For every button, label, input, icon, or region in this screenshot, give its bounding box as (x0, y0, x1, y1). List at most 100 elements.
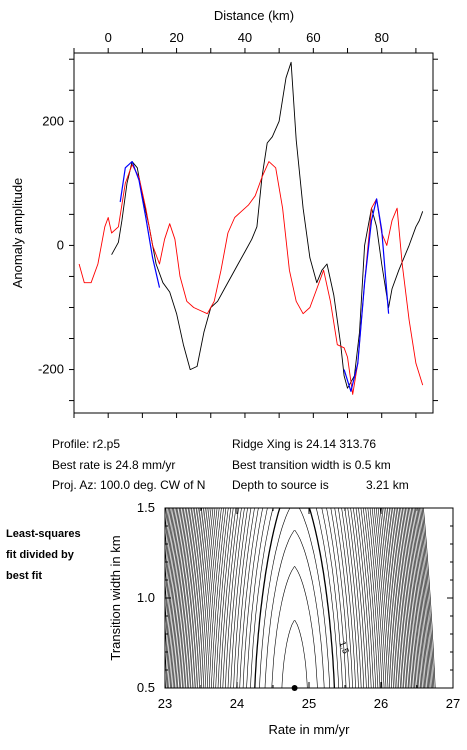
contour-line (180, 508, 409, 688)
depth-to-source-label: Depth to source is (232, 478, 329, 492)
ridge-crossing-info: Ridge Xing is 24.14 313.76 (232, 437, 377, 451)
contour-line (225, 508, 365, 688)
profile-y-axis-label: Anomaly amplitude (10, 178, 25, 289)
contour-line (233, 508, 356, 688)
best-rate-info: Best rate is 24.8 mm/yr (52, 458, 176, 472)
contour-line (204, 508, 385, 688)
contour-x-tick-label: 24 (230, 696, 244, 711)
contour-line (236, 508, 353, 688)
contour-line (167, 508, 423, 688)
contour-line (195, 508, 394, 688)
profile-x-axis-label: Distance (km) (214, 8, 294, 23)
contour-line (281, 620, 308, 688)
contour-line (165, 508, 433, 688)
profile-y-ticks: 200 0 -200 (38, 58, 438, 402)
profile-x-tick-label: 0 (105, 30, 112, 45)
profile-chart: Distance (km) Anomaly amplitude 0 20 40 60 8… (10, 8, 438, 418)
best-transition-width-info: Best transition width is 0.5 km (232, 458, 391, 472)
profile-x-tick-label: 80 (374, 30, 388, 45)
contour-lines (165, 508, 436, 688)
profile-plot-frame (73, 52, 434, 414)
fit-line (343, 198, 390, 392)
contour-line (259, 508, 330, 688)
contour-line (254, 508, 336, 688)
contour-line (213, 508, 376, 688)
contour-line (206, 508, 383, 688)
profile-y-tick-label: -200 (38, 362, 64, 377)
contour-line (215, 508, 374, 688)
contour-line (208, 508, 381, 688)
contour-line (199, 508, 391, 688)
contour-x-ticks: 23 24 25 26 27 (158, 508, 460, 711)
contour-line (220, 508, 370, 688)
contour-chart: 23 24 25 26 27 1.5 1.0 0.5 Rate in mm/yr Trans… (108, 500, 460, 737)
contour-line (174, 508, 415, 688)
fit-line (119, 161, 161, 288)
contour-line (250, 508, 339, 688)
contour-line (188, 508, 401, 688)
contour-line (172, 508, 417, 688)
contour-line (165, 508, 429, 688)
contour-line (175, 508, 414, 688)
contour-line (193, 508, 396, 688)
depth-to-source-value: 3.21 km (366, 478, 409, 492)
contour-line (165, 508, 428, 688)
contour-line (165, 508, 431, 688)
contour-line (264, 530, 325, 688)
contour-description-line-1: Least-squares (6, 528, 81, 540)
projection-azimuth-info: Proj. Az: 100.0 deg. CW of N (52, 478, 206, 492)
contour-description: Least-squares fit divided by best fit (6, 524, 106, 587)
contour-line (185, 508, 405, 688)
profile-x-tick-label: 40 (238, 30, 252, 45)
contour-line (165, 508, 436, 688)
contour-line (202, 508, 387, 688)
contour-y-axis-label: Transition width in km (108, 535, 123, 660)
contour-y-tick-label: 1.0 (137, 590, 155, 605)
contour-line (239, 508, 350, 688)
contour-line (168, 508, 421, 688)
contour-line (197, 508, 392, 688)
contour-line (271, 566, 318, 688)
contour-value-label: 1.5 (337, 640, 351, 655)
model-anomaly-line (78, 161, 424, 395)
contour-description-line-2: fit divided by (6, 549, 74, 561)
contour-x-tick-label: 27 (446, 696, 460, 711)
contour-line (246, 508, 343, 688)
contour-y-ticks: 1.5 1.0 0.5 (137, 500, 453, 695)
contour-line (178, 508, 411, 688)
contour-line (183, 508, 406, 688)
best-fit-point (291, 685, 298, 691)
contour-line (171, 508, 418, 688)
contour-line (211, 508, 379, 688)
contour-x-tick-label: 26 (374, 696, 388, 711)
contour-description-line-3: best fit (6, 570, 43, 582)
contour-line (222, 508, 367, 688)
contour-line (165, 508, 425, 688)
contour-line (186, 508, 403, 688)
contour-x-axis-label: Rate in mm/yr (269, 722, 351, 737)
contour-x-tick-label: 25 (302, 696, 316, 711)
contour-line (230, 508, 359, 688)
contour-line (169, 508, 420, 688)
profile-x-tick-label: 60 (306, 30, 320, 45)
profile-x-ticks: 0 20 40 60 80 (73, 30, 417, 418)
contour-line (177, 508, 412, 688)
contour-line (181, 508, 408, 688)
contour-y-tick-label: 0.5 (137, 680, 155, 695)
profile-info: Profile: r2.p5 (52, 437, 121, 451)
contour-line (242, 508, 347, 688)
contour-line (190, 508, 400, 688)
contour-line (227, 508, 362, 688)
contour-line (217, 508, 372, 688)
contour-line (191, 508, 398, 688)
contour-line (165, 508, 424, 688)
contour-line (200, 508, 389, 688)
contour-line (165, 508, 427, 688)
contour-x-tick-label: 23 (158, 696, 172, 711)
profile-x-tick-label: 20 (169, 30, 183, 45)
profile-y-tick-label: 0 (57, 237, 64, 252)
contour-line (165, 508, 432, 688)
observed-anomaly-line (111, 61, 424, 389)
profile-y-tick-label: 200 (42, 113, 64, 128)
contour-y-tick-label: 1.5 (137, 500, 155, 515)
